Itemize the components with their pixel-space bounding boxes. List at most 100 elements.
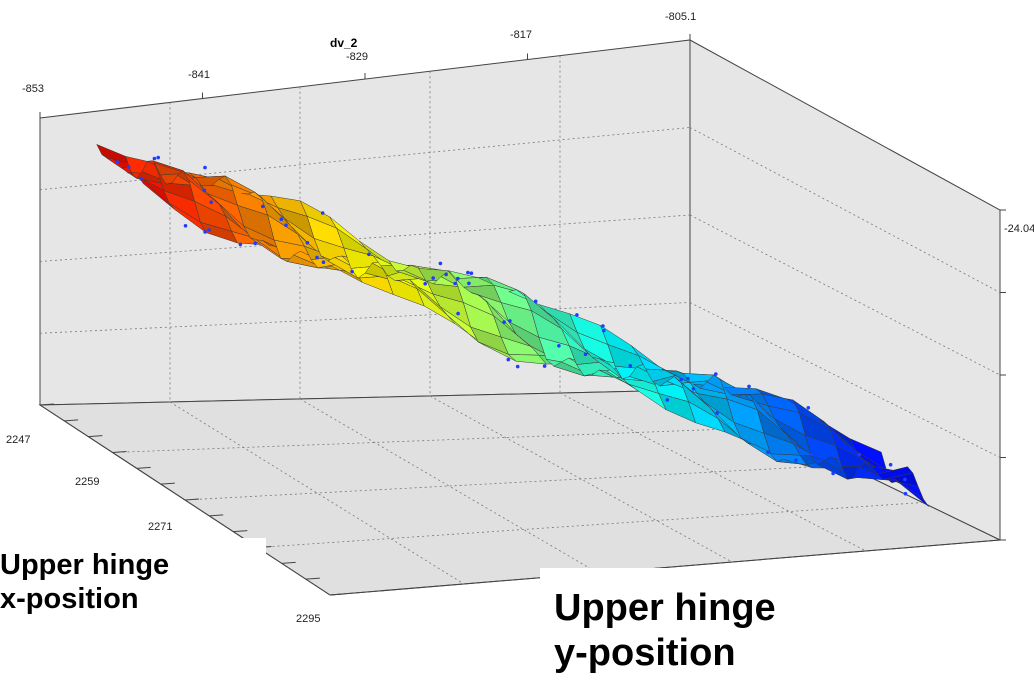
x-tick-label: -817 xyxy=(510,29,532,41)
scatter-point xyxy=(766,450,770,455)
scatter-point xyxy=(601,324,605,328)
scatter-point xyxy=(903,477,907,482)
callout-line: Upper hinge xyxy=(554,587,776,629)
scatter-point xyxy=(203,230,207,234)
x-position-callout: Upper hinge x-position xyxy=(0,538,266,648)
floor-right-edge xyxy=(329,539,1001,596)
grid-lines xyxy=(39,55,1001,585)
scatter-point xyxy=(202,188,206,193)
scatter-point xyxy=(156,155,160,160)
scatter-point xyxy=(583,352,588,357)
scatter-point xyxy=(350,269,354,274)
x-tick-label: -853 xyxy=(22,83,44,95)
scatter-point xyxy=(747,384,751,389)
scatter-point xyxy=(456,311,460,316)
scatter-point xyxy=(453,281,457,286)
scatter-point xyxy=(831,471,835,476)
scatter-point xyxy=(261,204,265,209)
x-tick-label: -805.1 xyxy=(665,11,696,23)
z-tick-label: -24.04 xyxy=(1004,223,1034,235)
grid-line xyxy=(112,427,768,453)
y-tick-mark xyxy=(281,561,296,564)
y-tick-mark xyxy=(209,514,224,517)
x-axis-title: dv_2 xyxy=(330,36,358,50)
scatter-point xyxy=(444,272,448,277)
scatter-point xyxy=(238,242,243,247)
scatter-point xyxy=(515,364,520,369)
grid-line xyxy=(39,214,691,262)
y-position-callout: Upper hinge y-position xyxy=(540,568,900,693)
y-tick-mark xyxy=(329,593,345,596)
scatter-point xyxy=(438,261,443,266)
scatter-point xyxy=(686,376,690,381)
scatter-point xyxy=(508,319,512,323)
scatter-point xyxy=(320,211,325,215)
scatter-point xyxy=(903,491,908,496)
scatter-point xyxy=(469,271,474,276)
scatter-point xyxy=(467,281,471,286)
surface-facet xyxy=(894,478,929,507)
scatter-point xyxy=(506,357,511,362)
scatter-point xyxy=(139,176,143,181)
scatter-point xyxy=(888,462,893,467)
grid-line xyxy=(184,464,846,501)
scatter-point xyxy=(321,260,326,265)
grid-line xyxy=(39,302,691,334)
callout-line: x-position xyxy=(0,583,139,616)
y-tick-label: 2295 xyxy=(296,613,320,625)
scatter-point xyxy=(423,281,428,286)
callout-line: Upper hinge xyxy=(0,549,170,581)
scatter-point xyxy=(126,165,131,169)
scatter-point xyxy=(209,200,213,204)
y-tick-label: 2247 xyxy=(6,434,30,446)
scatter-point xyxy=(431,276,436,280)
scatter-point xyxy=(315,255,319,260)
scatter-point xyxy=(628,364,633,368)
scatter-point xyxy=(456,276,460,281)
scatter-point xyxy=(542,364,547,368)
scatter-point xyxy=(715,411,719,415)
scatter-point xyxy=(152,156,157,161)
x-tick-label: -829 xyxy=(346,51,368,63)
scatter-point xyxy=(794,458,798,463)
surface-mesh xyxy=(96,143,929,507)
scatter-point xyxy=(466,270,470,275)
scatter-point xyxy=(207,228,211,232)
scatter-point xyxy=(857,452,861,457)
scatter-point xyxy=(115,160,120,164)
scatter-point xyxy=(806,406,811,410)
scatter-point xyxy=(284,223,288,227)
scatter-point xyxy=(665,398,670,402)
scatter-point xyxy=(679,377,683,382)
scatter-point xyxy=(279,217,284,221)
scatter-point xyxy=(810,452,814,457)
y-tick-mark xyxy=(136,466,151,469)
y-tick-label: 2259 xyxy=(75,476,99,488)
scatter-point xyxy=(305,241,310,245)
scatter-point xyxy=(691,387,696,391)
callout-line: y-position xyxy=(554,631,736,674)
y-tick-mark xyxy=(233,530,248,533)
grid-line xyxy=(39,127,691,191)
y-tick-mark xyxy=(184,498,200,501)
scatter-point xyxy=(253,241,257,246)
scatter-point xyxy=(557,344,561,348)
y-tick-mark xyxy=(39,403,55,406)
scatter-point xyxy=(602,328,606,333)
scatter-point xyxy=(714,372,718,376)
scatter-point xyxy=(183,224,188,228)
scatter-point xyxy=(575,313,579,317)
scatter-point xyxy=(502,320,507,324)
grid-line xyxy=(559,392,867,552)
y-tick-mark xyxy=(160,482,175,485)
y-tick-mark xyxy=(64,419,79,422)
grid-line xyxy=(689,214,1001,376)
x-tick-label: -841 xyxy=(188,69,210,81)
grid-line xyxy=(689,127,1001,293)
y-tick-mark xyxy=(88,435,103,438)
scatter-point xyxy=(203,165,207,170)
scatter-points xyxy=(115,155,908,496)
y-tick-mark xyxy=(305,577,320,580)
y-tick-label: 2271 xyxy=(148,521,172,533)
